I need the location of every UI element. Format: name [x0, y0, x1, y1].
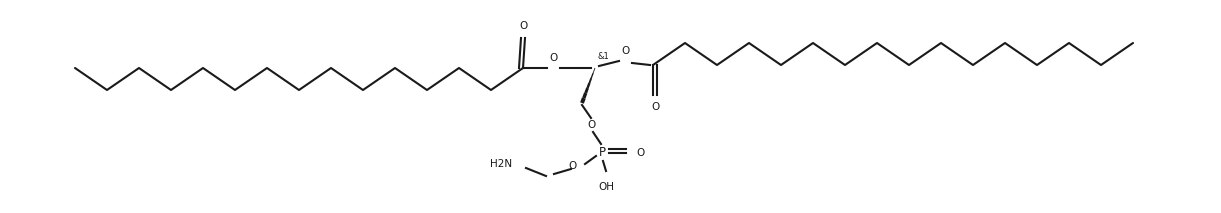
Text: O: O: [651, 102, 659, 112]
Text: O: O: [587, 120, 596, 130]
Text: O: O: [549, 53, 557, 63]
Text: O: O: [621, 46, 630, 56]
Text: OH: OH: [598, 182, 614, 192]
Text: O: O: [636, 148, 645, 158]
Text: O: O: [519, 21, 527, 31]
Text: O: O: [569, 161, 578, 171]
Text: H2N: H2N: [490, 159, 512, 169]
Text: &1: &1: [598, 52, 609, 61]
Text: P: P: [598, 147, 606, 160]
